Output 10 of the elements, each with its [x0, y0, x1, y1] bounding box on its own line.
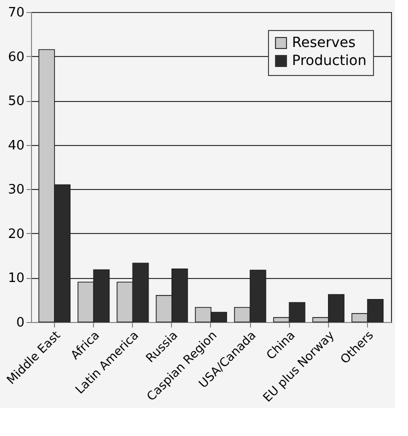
- legend-label: Reserves: [292, 35, 356, 51]
- legend-label: Production: [292, 53, 366, 69]
- y-tick-label: 0: [16, 316, 24, 330]
- y-tick-label: 30: [8, 182, 24, 198]
- y-tick-label: 40: [8, 138, 24, 154]
- y-tick-label: 20: [8, 226, 24, 242]
- y-tick-label: 10: [8, 271, 24, 286]
- y-tick-label: 60: [8, 50, 24, 65]
- y-tick-label: 70: [8, 6, 24, 20]
- y-tick-label: 50: [8, 94, 24, 110]
